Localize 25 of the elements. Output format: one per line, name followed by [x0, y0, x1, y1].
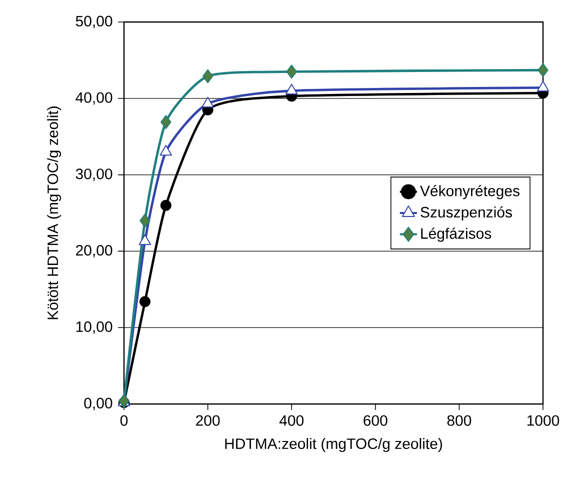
y-tick-label: 50,00	[76, 16, 112, 28]
x-tick-label: 400	[279, 415, 304, 426]
point	[160, 115, 172, 130]
y-axis-title: Kötött HDTMA (mgTOC/g zeolit)	[47, 106, 62, 320]
x-tick-label: 0	[120, 415, 128, 426]
y-tick-label: 30,00	[76, 168, 112, 181]
legend-label: Légfázisos	[421, 228, 492, 242]
y-tick-label: 20,00	[76, 245, 112, 258]
x-axis-title: HDTMA:zeolit (mgTOC/g zeolite)	[225, 438, 442, 452]
point	[538, 63, 548, 78]
x-tick-label: 800	[447, 415, 472, 426]
point	[202, 69, 214, 84]
point	[138, 234, 152, 246]
x-tick-label: 200	[196, 415, 220, 426]
point	[160, 200, 172, 211]
x-tick-label: 600	[364, 415, 388, 426]
x-tick-label: 1000	[527, 415, 560, 426]
legend-label: Vékonyréteges	[420, 185, 520, 200]
y-tick-label: 0,00	[84, 398, 112, 410]
y-tick-label: 40,00	[76, 92, 112, 105]
y-tick-label: 10,00	[76, 321, 112, 334]
point	[286, 64, 297, 79]
point	[140, 214, 150, 228]
point	[139, 296, 150, 308]
legend-label: Szuszpenziós	[420, 206, 512, 220]
